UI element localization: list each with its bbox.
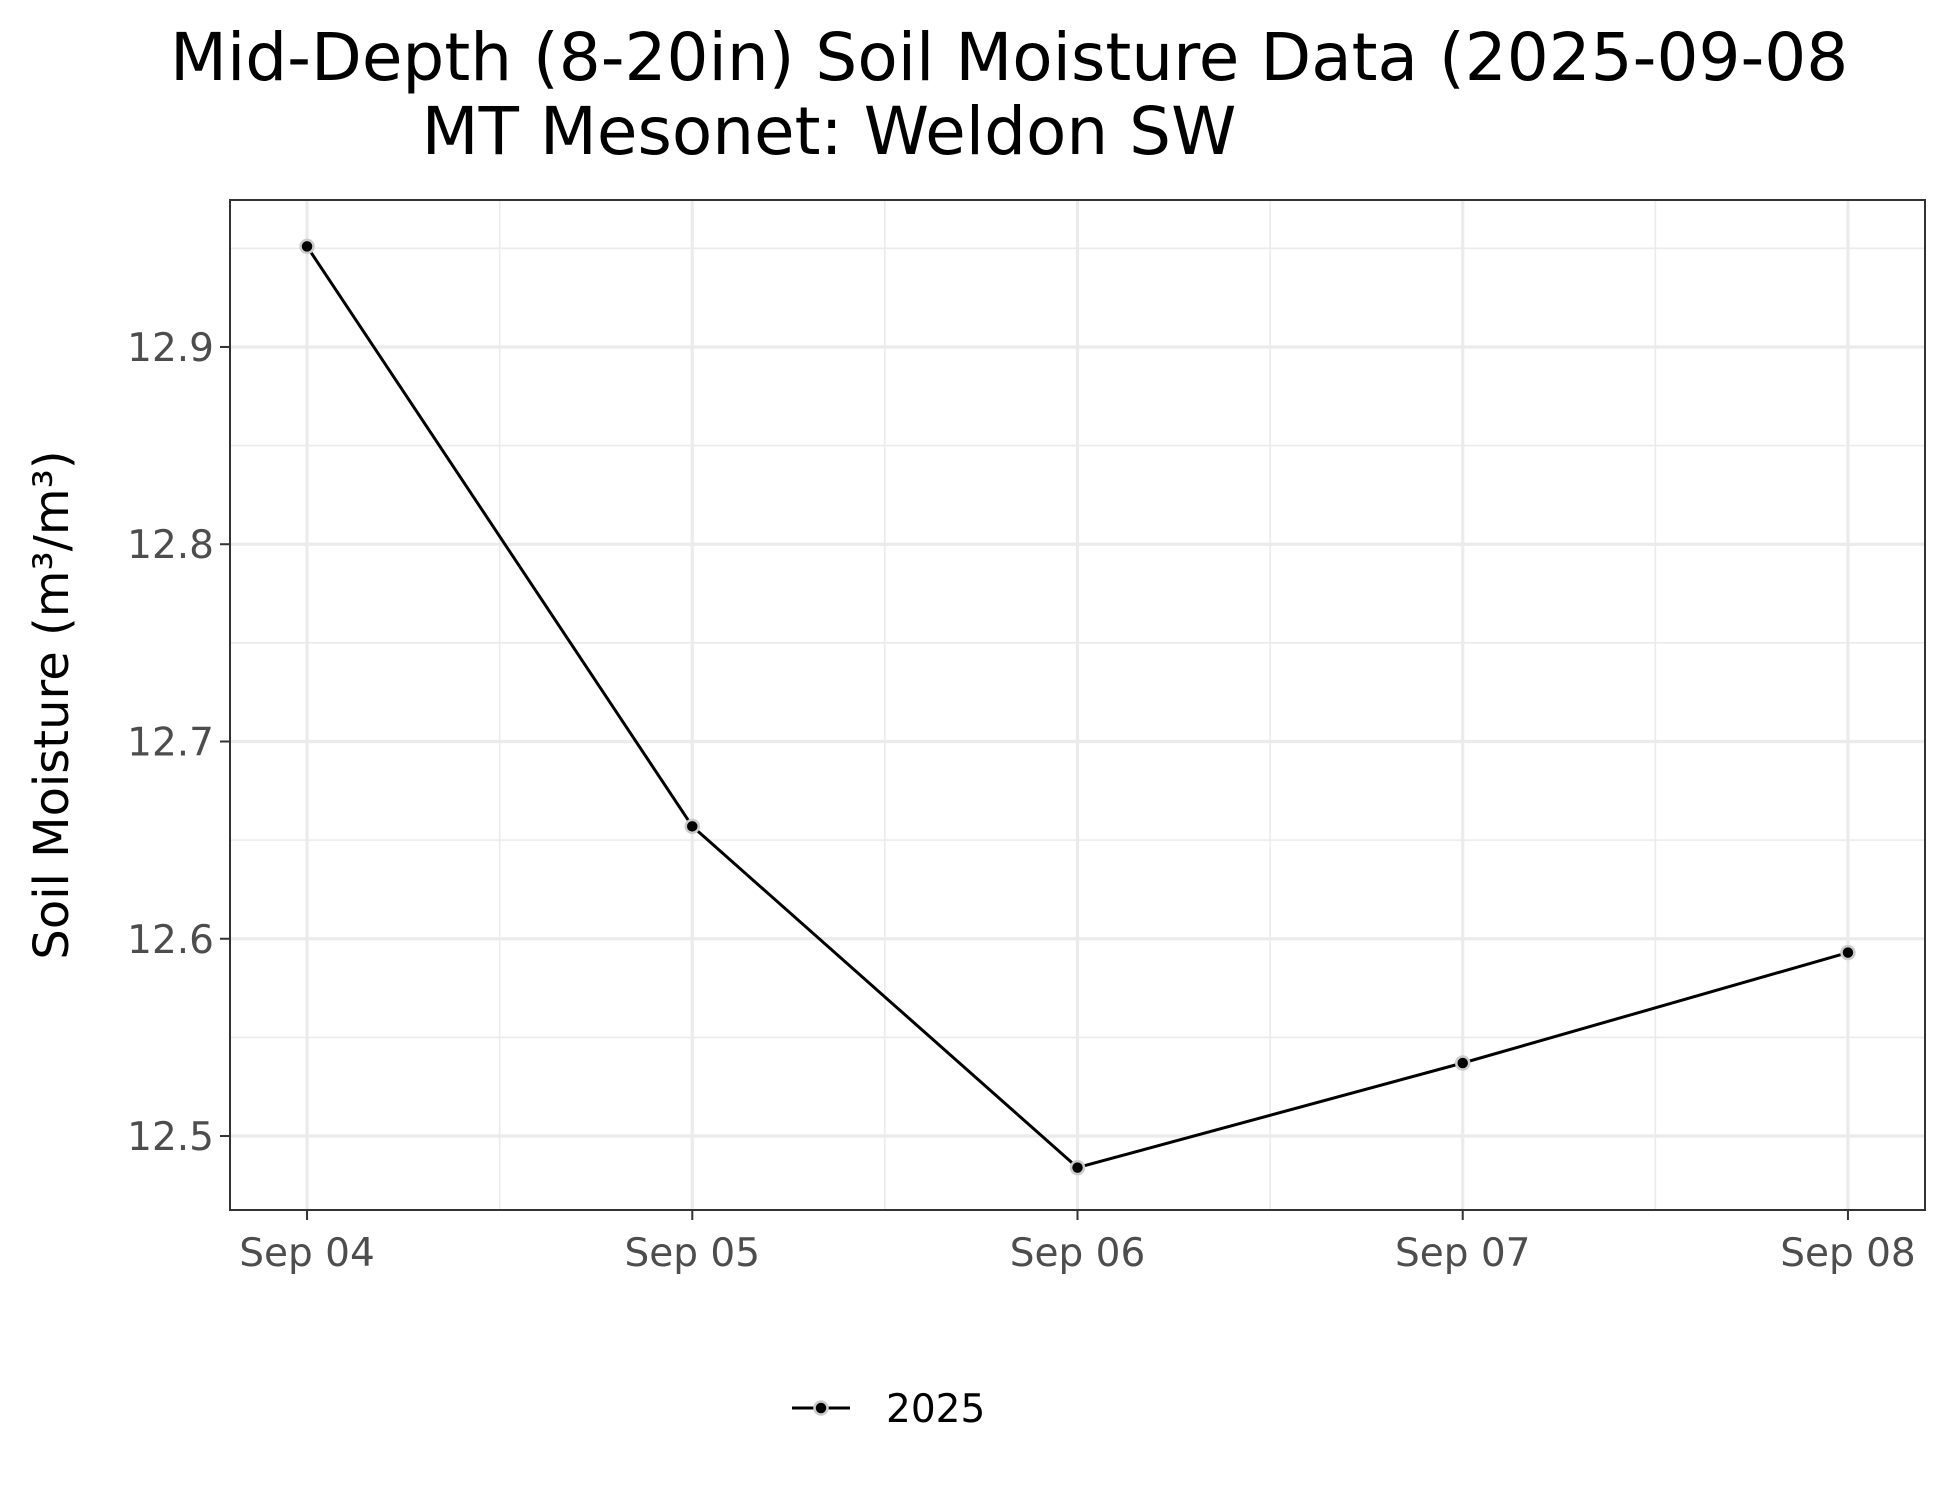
y-tick-label: 12.7 bbox=[127, 720, 214, 765]
series-layer bbox=[299, 238, 1856, 1176]
data-point bbox=[1840, 944, 1856, 961]
chart-subtitle: MT Mesonet: Weldon SW bbox=[422, 93, 1237, 170]
x-tick-label: Sep 08 bbox=[1780, 1231, 1916, 1276]
data-point bbox=[299, 238, 315, 255]
y-axis: 12.5 12.6 12.7 12.8 12.9 bbox=[127, 326, 230, 1160]
y-axis-title: Soil Moisture (m³/m³) bbox=[24, 450, 80, 959]
x-tick-label: Sep 06 bbox=[1010, 1231, 1146, 1276]
data-point bbox=[684, 818, 701, 835]
y-tick-label: 12.6 bbox=[127, 918, 214, 963]
y-tick-label: 12.8 bbox=[127, 523, 214, 568]
legend-key-point bbox=[813, 1400, 829, 1416]
plot-panel bbox=[229, 199, 1926, 1211]
x-tick-label: Sep 07 bbox=[1395, 1231, 1531, 1276]
x-tick-label: Sep 04 bbox=[239, 1231, 375, 1276]
legend-label: 2025 bbox=[886, 1387, 985, 1432]
x-tick-label: Sep 05 bbox=[625, 1231, 761, 1276]
y-tick-label: 12.9 bbox=[127, 326, 214, 371]
data-point bbox=[1069, 1159, 1086, 1176]
y-tick-label: 12.5 bbox=[127, 1115, 214, 1160]
chart-title: Mid-Depth (8-20in) Soil Moisture Data (2… bbox=[170, 19, 1848, 96]
data-point bbox=[1454, 1055, 1471, 1071]
grid-major bbox=[230, 200, 1925, 1210]
x-axis: Sep 04 Sep 05 Sep 06 Sep 07 Sep 08 bbox=[239, 1210, 1916, 1276]
legend: 2025 bbox=[792, 1387, 985, 1432]
